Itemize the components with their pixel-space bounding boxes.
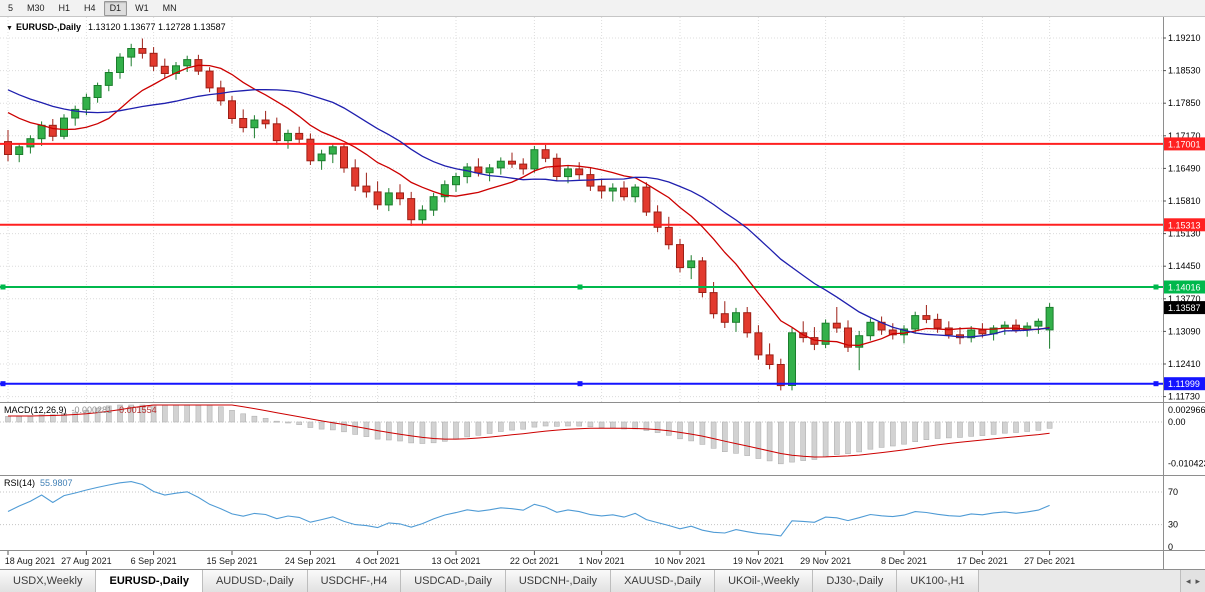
svg-text:24 Sep 2021: 24 Sep 2021 [285, 556, 336, 566]
svg-text:6 Sep 2021: 6 Sep 2021 [131, 556, 177, 566]
svg-text:1.15810: 1.15810 [1168, 196, 1201, 206]
date-axis[interactable]: 18 Aug 2021 27 Aug 2021 6 Sep 2021 15 Sep 2… [5, 551, 1075, 566]
svg-text:1.11999: 1.11999 [1168, 379, 1200, 389]
timeframe-button-h1[interactable]: H1 [58, 2, 71, 13]
price-tag-1.15313: 1.15313 [1164, 218, 1205, 232]
chart-tab-usdcad-daily[interactable]: USDCAD-,Daily [401, 570, 506, 592]
svg-text:0: 0 [1168, 542, 1173, 552]
svg-text:22 Oct 2021: 22 Oct 2021 [510, 556, 559, 566]
rsi-value: 55.9807 [40, 478, 73, 488]
chart-tab-audusd-daily[interactable]: AUDUSD-,Daily [202, 570, 308, 592]
svg-text:1.16490: 1.16490 [1168, 163, 1201, 173]
timeframe-button-w1[interactable]: W1 [135, 2, 149, 13]
hline-1.11999[interactable] [0, 381, 1163, 387]
svg-text:13 Oct 2021: 13 Oct 2021 [431, 556, 480, 566]
svg-text:19 Nov 2021: 19 Nov 2021 [733, 556, 784, 566]
svg-text:1.18530: 1.18530 [1168, 66, 1201, 76]
chart-tabs: USDX,Weekly EURUSD-,Daily AUDUSD-,Daily USD… [0, 570, 1180, 592]
timeframe-button-d1[interactable]: D1 [103, 0, 128, 16]
svg-text:8 Dec 2021: 8 Dec 2021 [881, 556, 927, 566]
svg-text:1.13770: 1.13770 [1168, 294, 1201, 304]
svg-text:15 Sep 2021: 15 Sep 2021 [206, 556, 257, 566]
svg-text:1.17850: 1.17850 [1168, 98, 1201, 108]
svg-text:1.17001: 1.17001 [1168, 139, 1201, 149]
svg-text:1.15313: 1.15313 [1168, 220, 1201, 230]
svg-text:0.00: 0.00 [1168, 417, 1186, 427]
svg-text:30: 30 [1168, 520, 1178, 530]
tab-scroll-left-icon[interactable]: ◂ [1185, 575, 1191, 586]
symbol-dropdown-icon[interactable]: ▼ [6, 25, 13, 32]
chart-ohlc-values: 1.13120 1.13677 1.12728 1.13587 [87, 22, 226, 32]
svg-text:17 Dec 2021: 17 Dec 2021 [957, 556, 1008, 566]
ma-fast-line [7, 64, 1050, 347]
svg-text:-0.010423: -0.010423 [1168, 459, 1205, 469]
svg-text:1.17170: 1.17170 [1168, 131, 1201, 141]
chart-canvas[interactable]: 1.19210 1.18530 1.17850 1.17170 1.16490 1.158… [0, 17, 1205, 569]
horizontal-line-objects [0, 142, 1163, 387]
tab-scroll-buttons: ◂ ▸ [1179, 570, 1205, 592]
macd-signal-value: -0.001554 [116, 405, 157, 415]
rsi-label: RSI(14) [4, 478, 36, 488]
chart-tab-eurusd-daily[interactable]: EURUSD-,Daily [96, 570, 203, 592]
chart-tab-usdchf-h4[interactable]: USDCHF-,H4 [307, 570, 402, 592]
price-axis-tags: 1.17001 1.15313 1.14016 1.11999 1.13587 [1164, 137, 1205, 391]
price-tag-1.14016: 1.14016 [1164, 280, 1205, 294]
chart-tabbar: USDX,Weekly EURUSD-,Daily AUDUSD-,Daily USD… [0, 569, 1205, 592]
svg-text:1 Nov 2021: 1 Nov 2021 [579, 556, 625, 566]
macd-signal-line [8, 404, 1050, 458]
chart-tab-usdx-weekly[interactable]: USDX,Weekly [0, 570, 97, 592]
macd-indicator [0, 404, 1163, 465]
chart-symbol-label: EURUSD-,Daily [15, 22, 81, 32]
svg-text:1.11730: 1.11730 [1168, 392, 1200, 402]
svg-text:70: 70 [1168, 487, 1178, 497]
timeframe-button-m30[interactable]: M30 [27, 2, 45, 13]
svg-text:27 Dec 2021: 27 Dec 2021 [1024, 556, 1075, 566]
ma-slow-line [7, 89, 1050, 338]
svg-text:1.13587: 1.13587 [1168, 303, 1201, 313]
timeframe-button-mn[interactable]: MN [162, 2, 177, 13]
chart-tab-uk100-h1[interactable]: UK100-,H1 [897, 570, 979, 592]
svg-text:0.002966: 0.002966 [1168, 405, 1205, 415]
chart-tab-dj30-daily[interactable]: DJ30-,Daily [813, 570, 898, 592]
price-tag-1.11999: 1.11999 [1164, 377, 1205, 391]
timeframe-button-h4[interactable]: H4 [84, 2, 96, 13]
svg-text:1.14016: 1.14016 [1168, 283, 1201, 293]
rsi-header: RSI(14) 55.9807 [4, 478, 73, 488]
chart-tab-usdcnh-daily[interactable]: USDCNH-,Daily [505, 570, 612, 592]
macd-main-value: -0.000281 [71, 405, 113, 415]
svg-text:4 Oct 2021: 4 Oct 2021 [356, 556, 400, 566]
chart-grid [0, 17, 1163, 402]
indicator-axis-labels: 0.002966 0.00 -0.010423 70 30 0 [1168, 405, 1205, 552]
price-axis[interactable]: 1.19210 1.18530 1.17850 1.17170 1.16490 1.158… [1163, 33, 1201, 402]
timeframe-button-5[interactable]: 5 [8, 2, 14, 13]
svg-text:18 Aug 2021: 18 Aug 2021 [5, 556, 56, 566]
svg-text:1.12410: 1.12410 [1168, 359, 1201, 369]
candlestick-series [4, 38, 1054, 391]
timeframe-toolbar: 5 M30 H1 H4 D1 W1 MN [0, 0, 1205, 17]
panel-dividers [0, 17, 1205, 569]
chart-tab-ukoil-weekly[interactable]: UKOil-,Weekly [715, 570, 814, 592]
svg-text:1.15130: 1.15130 [1168, 229, 1201, 239]
svg-text:27 Aug 2021: 27 Aug 2021 [61, 556, 112, 566]
svg-text:29 Nov 2021: 29 Nov 2021 [800, 556, 851, 566]
macd-label: MACD(12,26,9) [4, 405, 67, 415]
svg-text:1.19210: 1.19210 [1168, 33, 1201, 43]
hline-1.14016[interactable] [0, 284, 1163, 290]
rsi-indicator [0, 481, 1163, 537]
rsi-line [7, 481, 1050, 537]
tab-scroll-right-icon[interactable]: ▸ [1195, 575, 1200, 586]
svg-text:10 Nov 2021: 10 Nov 2021 [654, 556, 705, 566]
price-tag-1.13587: 1.13587 [1164, 301, 1205, 315]
chart-tab-xauusd-daily[interactable]: XAUUSD-,Daily [611, 570, 716, 592]
macd-header: MACD(12,26,9) -0.000281 -0.001554 [4, 405, 157, 415]
chart-title: ▼ EURUSD-,Daily 1.13120 1.13677 1.12728 1.… [6, 22, 226, 32]
price-tag-1.17001: 1.17001 [1164, 137, 1205, 151]
svg-text:1.13090: 1.13090 [1168, 326, 1201, 336]
svg-text:1.14450: 1.14450 [1168, 261, 1201, 271]
